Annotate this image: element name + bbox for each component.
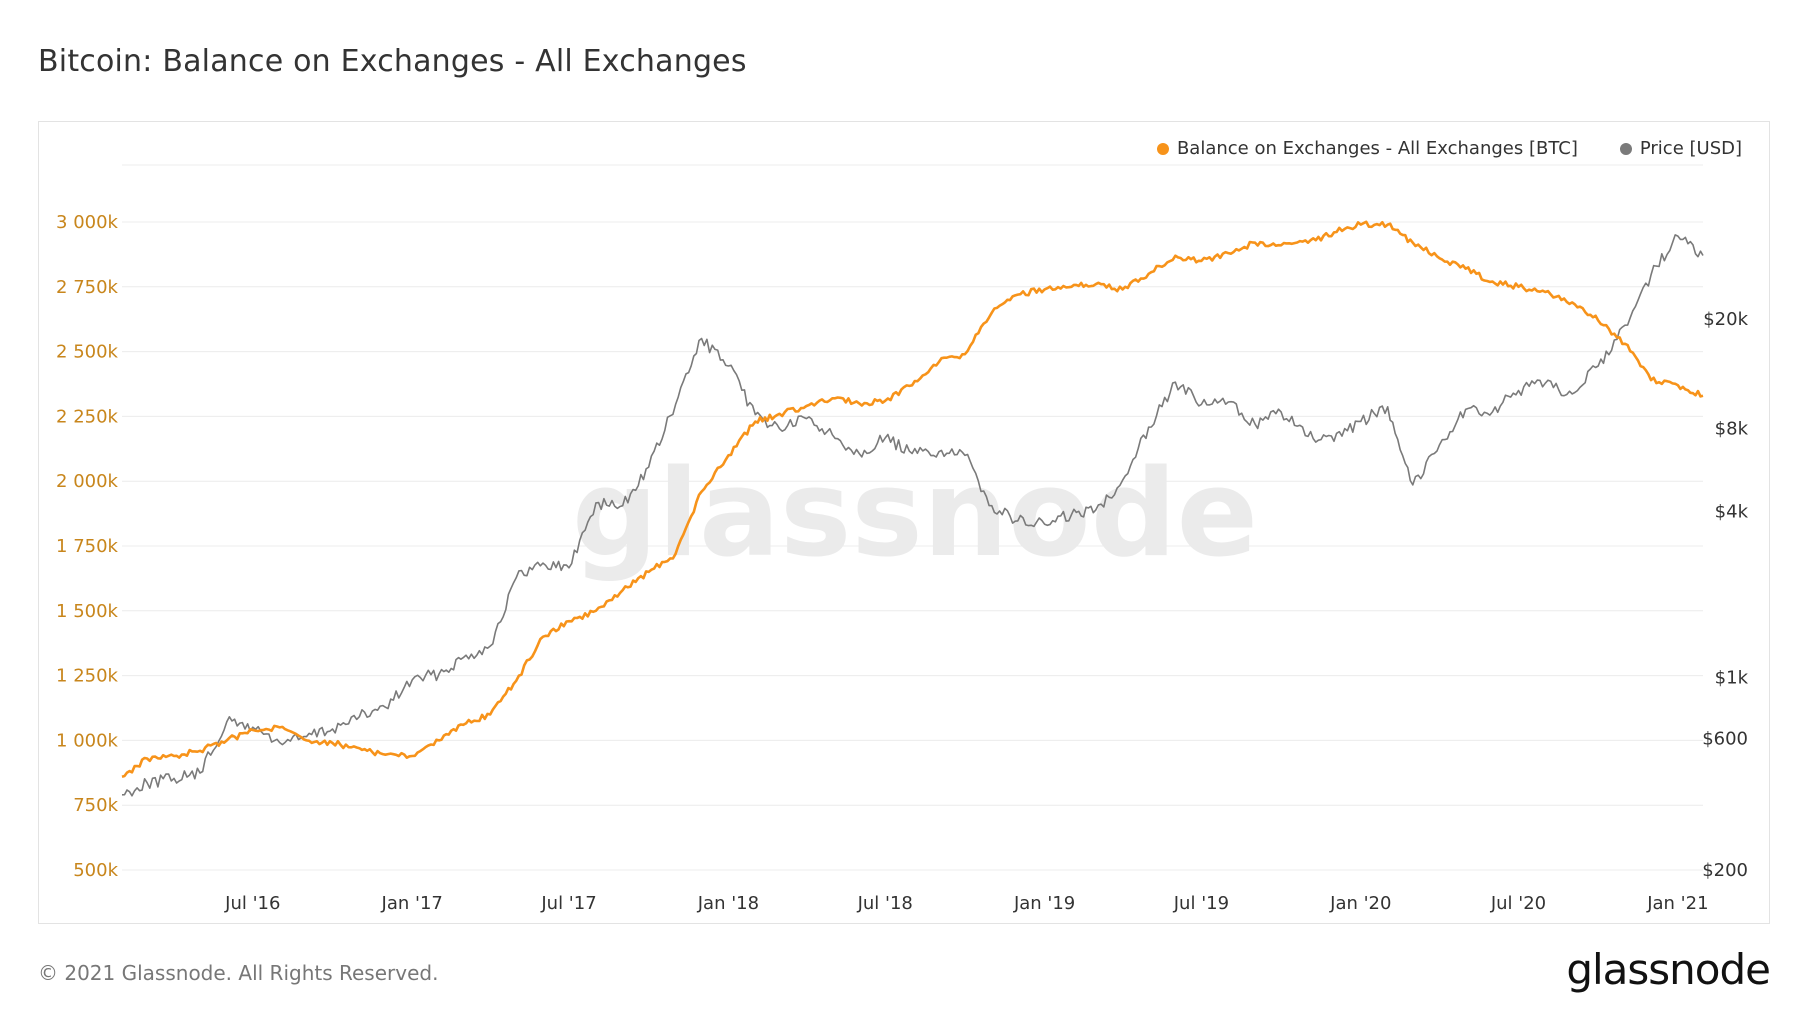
y-left-tick-label: 2 000k	[56, 471, 119, 492]
y-left-tick-label: 500k	[73, 860, 118, 881]
y-right-tick-label: $4k	[1715, 502, 1749, 523]
chart-legend: Balance on Exchanges - All Exchanges [BT…	[1156, 138, 1742, 159]
y-left-tick-label: 1 250k	[56, 666, 119, 687]
balance-series-line	[121, 220, 1704, 778]
y-right-tick-label: $8k	[1715, 419, 1749, 440]
price-series-line	[121, 234, 1704, 797]
brand-logo[interactable]: glassnode	[1566, 945, 1771, 994]
y-left-tick-label: 3 000k	[56, 212, 119, 233]
y-axis-right: $200 $600 $1k $4k $8k $20k	[1702, 309, 1748, 881]
y-left-tick-label: 1 500k	[56, 601, 119, 622]
grid-lines	[122, 164, 1703, 871]
y-right-tick-label: $600	[1702, 729, 1748, 750]
legend-label-price: Price [USD]	[1639, 138, 1742, 159]
y-left-tick-label: 1 750k	[56, 536, 119, 557]
x-tick-label: Jul '18	[857, 893, 913, 914]
chart-title: Bitcoin: Balance on Exchanges - All Exch…	[38, 44, 747, 79]
watermark-text: glassnode	[572, 445, 1258, 584]
y-right-tick-label: $200	[1702, 860, 1748, 881]
x-tick-label: Jan '18	[697, 893, 759, 914]
y-left-tick-label: 750k	[73, 795, 118, 816]
y-left-tick-label: 2 500k	[56, 342, 119, 363]
x-tick-label: Jan '17	[381, 893, 443, 914]
x-tick-label: Jul '19	[1173, 893, 1229, 914]
x-tick-label: Jan '21	[1646, 893, 1708, 914]
x-tick-label: Jul '16	[224, 893, 280, 914]
x-tick-label: Jul '20	[1490, 893, 1546, 914]
y-left-tick-label: 2 750k	[56, 277, 119, 298]
y-right-tick-label: $20k	[1703, 309, 1748, 330]
y-right-tick-label: $1k	[1715, 667, 1749, 688]
y-left-tick-label: 1 000k	[56, 730, 119, 751]
copyright-text: © 2021 Glassnode. All Rights Reserved.	[38, 961, 439, 985]
legend-item-price[interactable]: Price [USD]	[1619, 138, 1742, 159]
chart-frame	[38, 121, 1770, 924]
legend-item-balance[interactable]: Balance on Exchanges - All Exchanges [BT…	[1156, 138, 1578, 159]
x-tick-label: Jan '20	[1329, 893, 1391, 914]
legend-label-balance: Balance on Exchanges - All Exchanges [BT…	[1176, 138, 1578, 159]
x-tick-label: Jan '19	[1013, 893, 1075, 914]
y-left-tick-label: 2 250k	[56, 406, 119, 427]
legend-dot-price-icon	[1619, 142, 1632, 155]
x-axis: Jul '16 Jan '17 Jul '17 Jan '18 Jul '18 Jan '…	[224, 893, 1708, 914]
x-tick-label: Jul '17	[540, 893, 596, 914]
series-lines	[121, 220, 1704, 797]
legend-dot-balance-icon	[1156, 142, 1169, 155]
y-axis-left: 500k 750k 1 000k 1 250k 1 500k 1 750k 2 000k 2 …	[56, 212, 119, 881]
